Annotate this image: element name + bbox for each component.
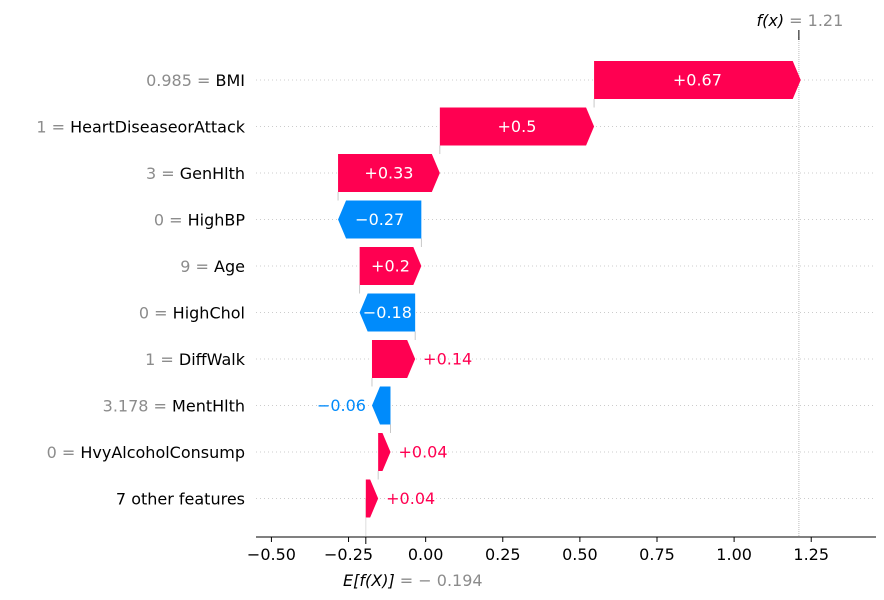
feature-label: 0 = HighBP <box>154 210 246 229</box>
contribution-bars: +0.67 +0.5 +0.33 −0.27 +0.2 −0.18 +0.14 −0.06 +0… <box>317 61 801 518</box>
feature-name: HeartDiseaseorAttack <box>70 117 246 136</box>
feature-label: 3.178 = MentHlth <box>103 396 245 415</box>
x-tick-label: −0.25 <box>324 545 373 564</box>
bar-positive <box>439 107 595 146</box>
feature-value: 3 = <box>146 164 180 183</box>
x-tick-label: 1.25 <box>793 545 829 564</box>
reference-lines <box>337 30 800 544</box>
feature-value: 0 = <box>47 443 81 462</box>
bar-positive <box>359 247 422 285</box>
bar-positive <box>365 479 379 518</box>
feature-label: 0.985 = BMI <box>146 71 245 90</box>
contribution-label: +0.2 <box>371 257 410 276</box>
feature-name: HighChol <box>173 303 245 322</box>
base-value-prefix: E[f(X)] <box>343 571 400 590</box>
contribution-label: +0.67 <box>673 71 722 90</box>
x-tick-label: 0.25 <box>485 545 521 564</box>
contribution-label: +0.5 <box>498 117 537 136</box>
feature-label: 1 = HeartDiseaseorAttack <box>36 117 245 136</box>
feature-value: 1 = <box>36 117 70 136</box>
feature-label: 7 other features <box>116 489 245 508</box>
x-tick-label: 0.00 <box>408 545 444 564</box>
x-tick-label: 1.00 <box>716 545 752 564</box>
bar-positive <box>378 433 391 471</box>
feature-name: BMI <box>216 71 246 90</box>
contribution-label: −0.18 <box>363 303 412 322</box>
feature-name: MentHlth <box>172 396 245 415</box>
feature-name: GenHlth <box>180 164 245 183</box>
x-axis: −0.50 −0.25 0.00 0.25 0.50 0.75 1.00 1.25 <box>247 536 876 564</box>
final-value-label: f(x) = 1.21 <box>756 11 843 30</box>
contribution-label: +0.04 <box>386 489 435 508</box>
feature-name: 7 other features <box>116 489 245 508</box>
bar-negative <box>371 386 391 425</box>
bar-positive <box>371 340 416 378</box>
bar-negative <box>338 200 422 239</box>
feature-name: HvyAlcoholConsump <box>80 443 245 462</box>
contribution-label: −0.06 <box>317 396 366 415</box>
bar-positive <box>338 154 440 192</box>
contribution-label: −0.27 <box>355 210 404 229</box>
summary-labels: f(x) = 1.21 E[f(X)] = − 0.194 <box>343 11 843 590</box>
final-value-number: = 1.21 <box>789 11 843 30</box>
base-value-label: E[f(X)] = − 0.194 <box>343 571 483 590</box>
base-value-number: = − 0.194 <box>400 571 483 590</box>
feature-name: DiffWalk <box>179 350 246 369</box>
feature-label: 1 = DiffWalk <box>145 350 246 369</box>
contribution-label: +0.04 <box>398 443 447 462</box>
feature-label: 0 = HvyAlcoholConsump <box>47 443 245 462</box>
feature-name: Age <box>214 257 245 276</box>
feature-name: HighBP <box>188 210 246 229</box>
x-tick-label: 0.50 <box>562 545 598 564</box>
feature-labels: 0.985 = BMI 1 = HeartDiseaseorAttack 3 = G… <box>36 71 245 509</box>
feature-value: 3.178 = <box>103 396 172 415</box>
feature-value: 0.985 = <box>146 71 215 90</box>
x-tick-label: −0.50 <box>247 545 296 564</box>
x-tick-label: 0.75 <box>639 545 675 564</box>
feature-label: 3 = GenHlth <box>146 164 245 183</box>
contribution-label: +0.33 <box>364 164 413 183</box>
bar-positive <box>594 61 801 99</box>
contribution-label: +0.14 <box>423 350 472 369</box>
feature-value: 0 = <box>139 303 173 322</box>
feature-value: 0 = <box>154 210 188 229</box>
feature-label: 9 = Age <box>180 257 245 276</box>
final-value-prefix: f(x) <box>756 11 789 30</box>
bar-negative <box>359 293 416 332</box>
feature-label: 0 = HighChol <box>139 303 245 322</box>
feature-value: 9 = <box>180 257 214 276</box>
feature-value: 1 = <box>145 350 179 369</box>
